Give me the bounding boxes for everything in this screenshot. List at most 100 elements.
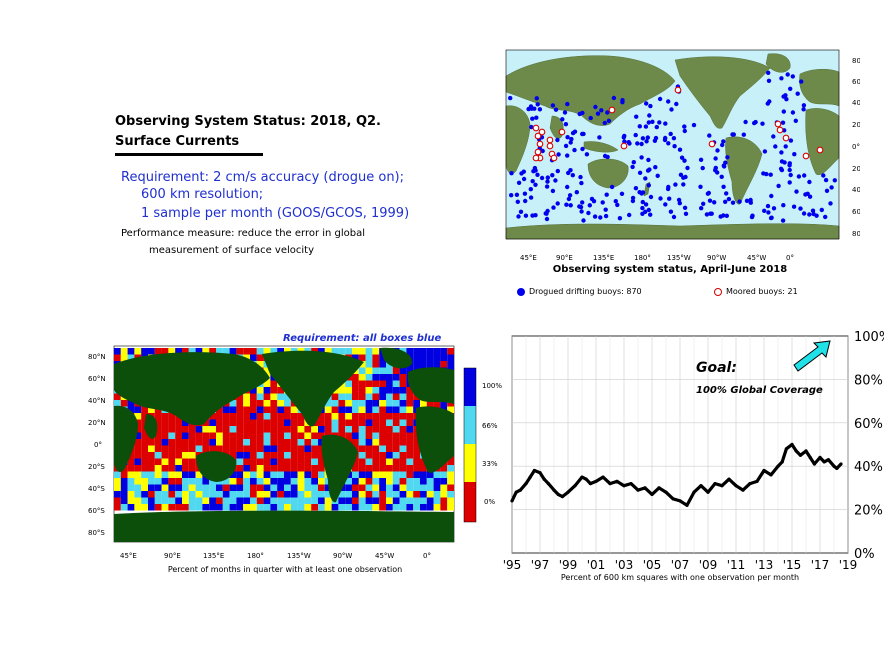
drifter-dot — [792, 152, 797, 157]
grid-cell — [413, 361, 420, 368]
drifter-dot — [529, 124, 534, 130]
grid-cell — [284, 400, 291, 407]
grid-cell — [447, 471, 454, 478]
drifter-dot — [580, 200, 585, 205]
grid-cell — [386, 445, 393, 452]
grid-cell — [195, 497, 203, 504]
drifter-dot — [560, 117, 565, 122]
grid-cell — [127, 497, 135, 504]
bm-lat-60n: 60°N — [88, 375, 106, 383]
grid-cell — [290, 504, 298, 511]
drifter-dot — [580, 146, 585, 152]
grid-cell — [120, 400, 128, 407]
drifter-dot — [802, 173, 807, 178]
drifter-dot — [682, 205, 688, 210]
drifter-dot — [776, 183, 781, 189]
grid-cell — [195, 439, 203, 446]
drifter-dot — [516, 214, 521, 219]
grid-cell — [236, 452, 244, 459]
grid-cell — [202, 426, 210, 433]
grid-cell — [413, 504, 420, 511]
drifter-dot — [807, 179, 812, 185]
drifter-dot — [721, 139, 726, 144]
grid-cell — [290, 406, 298, 413]
coverage-point — [734, 484, 738, 488]
grid-cell — [297, 445, 305, 452]
grid-cell — [399, 419, 407, 426]
grid-cell — [182, 458, 189, 465]
grid-cell — [447, 497, 454, 504]
x-tick-label: '09 — [699, 558, 718, 572]
lon-tick-45w: 45°W — [747, 254, 766, 262]
grid-cell — [358, 497, 366, 504]
grid-cell — [127, 452, 135, 459]
grid-cell — [182, 445, 189, 452]
drifter-dot — [773, 144, 778, 149]
grid-cell — [345, 387, 352, 394]
drifter-dot — [791, 204, 797, 209]
drifter-dot — [801, 107, 806, 112]
drifter-dot — [630, 164, 635, 170]
drifter-dot — [637, 170, 643, 175]
drifter-dot — [704, 212, 710, 217]
grid-cell — [243, 504, 250, 511]
lat-tick-80s: 80°S — [852, 230, 860, 238]
drifter-dot — [650, 119, 655, 125]
grid-cell — [195, 491, 203, 498]
grid-cell — [372, 452, 380, 459]
drifter-dot — [677, 147, 683, 152]
drifter-dot — [760, 121, 765, 126]
grid-cell — [358, 491, 366, 498]
grid-cell — [127, 471, 135, 478]
grid-cell — [243, 484, 250, 491]
grid-cell — [256, 452, 264, 459]
moored-buoy-marker — [776, 126, 784, 134]
grid-cell — [256, 400, 264, 407]
grid-cell — [372, 497, 380, 504]
grid-cell — [270, 445, 278, 452]
coverage-point — [794, 449, 798, 453]
grid-cell — [338, 348, 346, 355]
drifter-dot — [764, 171, 769, 177]
grid-cell — [114, 484, 121, 491]
drifter-dot — [663, 121, 668, 126]
legend-moored: Moored buoys: 21 — [714, 287, 798, 296]
drifter-dot — [611, 95, 617, 101]
grid-cell — [154, 458, 162, 465]
drifter-dot — [647, 113, 652, 118]
grid-cell — [386, 484, 393, 491]
grid-cell — [304, 478, 312, 485]
grid-cell — [168, 458, 176, 465]
moored-buoy-marker — [532, 124, 540, 132]
drifter-dots — [508, 70, 837, 223]
grid-cell — [311, 452, 318, 459]
grid-cell — [379, 491, 386, 498]
grid-cell — [222, 504, 230, 511]
grid-cell — [141, 445, 148, 452]
grid-cell — [379, 452, 386, 459]
grid-cell — [250, 439, 257, 446]
grid-cell — [379, 367, 386, 374]
grid-cell — [188, 465, 196, 472]
grid-cell — [297, 471, 305, 478]
grid-cell — [426, 484, 434, 491]
drifter-dot — [788, 86, 793, 91]
grid-cell — [358, 465, 366, 472]
grid-cell — [120, 471, 128, 478]
grid-cell — [345, 504, 352, 511]
coverage-point — [518, 488, 522, 492]
drifter-dot — [565, 135, 570, 140]
grid-cell — [365, 361, 373, 368]
grid-cell — [372, 400, 380, 407]
grid-cell — [141, 465, 148, 472]
grid-cell — [161, 445, 169, 452]
grid-cell — [352, 439, 359, 446]
drifter-dot — [565, 101, 570, 107]
drifter-dot — [769, 193, 774, 199]
grid-cell — [352, 426, 359, 433]
moored-buoy-marker — [534, 148, 542, 156]
grid-cell — [290, 471, 298, 478]
grid-cell — [134, 439, 142, 446]
grid-cell — [243, 348, 250, 355]
grid-cell — [392, 387, 400, 394]
